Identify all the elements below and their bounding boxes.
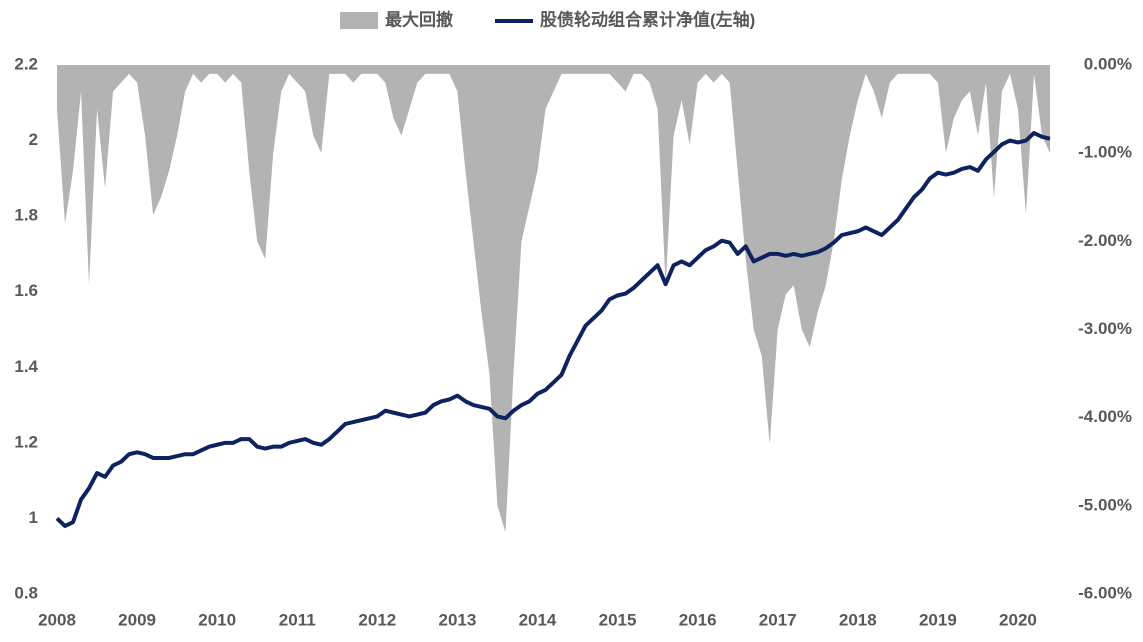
y-tick-label: 1 — [29, 508, 38, 527]
legend-label: 最大回撤 — [385, 9, 453, 29]
y2-tick-label: 0.00% — [1084, 54, 1132, 73]
y-tick-label: 1.2 — [14, 432, 38, 451]
y-tick-label: 1.4 — [14, 357, 38, 376]
x-tick-label: 2017 — [759, 610, 797, 629]
x-tick-label: 2010 — [198, 610, 236, 629]
y2-tick-label: -6.00% — [1078, 583, 1132, 602]
y-tick-label: 2 — [29, 130, 38, 149]
drawdown-area — [57, 65, 1050, 533]
y-tick-label: 1.8 — [14, 206, 38, 225]
y2-tick-label: -4.00% — [1078, 407, 1132, 426]
x-tick-label: 2009 — [118, 610, 156, 629]
nav-line — [55, 131, 1051, 528]
y2-tick-label: -2.00% — [1078, 231, 1132, 250]
x-tick-label: 2020 — [999, 610, 1037, 629]
y2-tick-label: -5.00% — [1078, 495, 1132, 514]
y-tick-label: 2.2 — [14, 54, 38, 73]
y2-tick-label: -1.00% — [1078, 143, 1132, 162]
x-tick-label: 2019 — [919, 610, 957, 629]
x-tick-label: 2018 — [839, 610, 877, 629]
x-tick-label: 2015 — [599, 610, 637, 629]
y-tick-label: 0.8 — [14, 583, 38, 602]
x-tick-label: 2012 — [358, 610, 396, 629]
x-tick-label: 2011 — [279, 610, 316, 629]
x-tick-label: 2013 — [438, 610, 476, 629]
x-tick-label: 2008 — [38, 610, 76, 629]
y2-tick-label: -3.00% — [1078, 319, 1132, 338]
x-tick-label: 2016 — [679, 610, 717, 629]
legend-swatch — [340, 12, 378, 29]
legend-label: 股债轮动组合累计净值(左轴) — [540, 9, 755, 29]
x-tick-label: 2014 — [519, 610, 557, 629]
y-tick-label: 1.6 — [14, 281, 38, 300]
